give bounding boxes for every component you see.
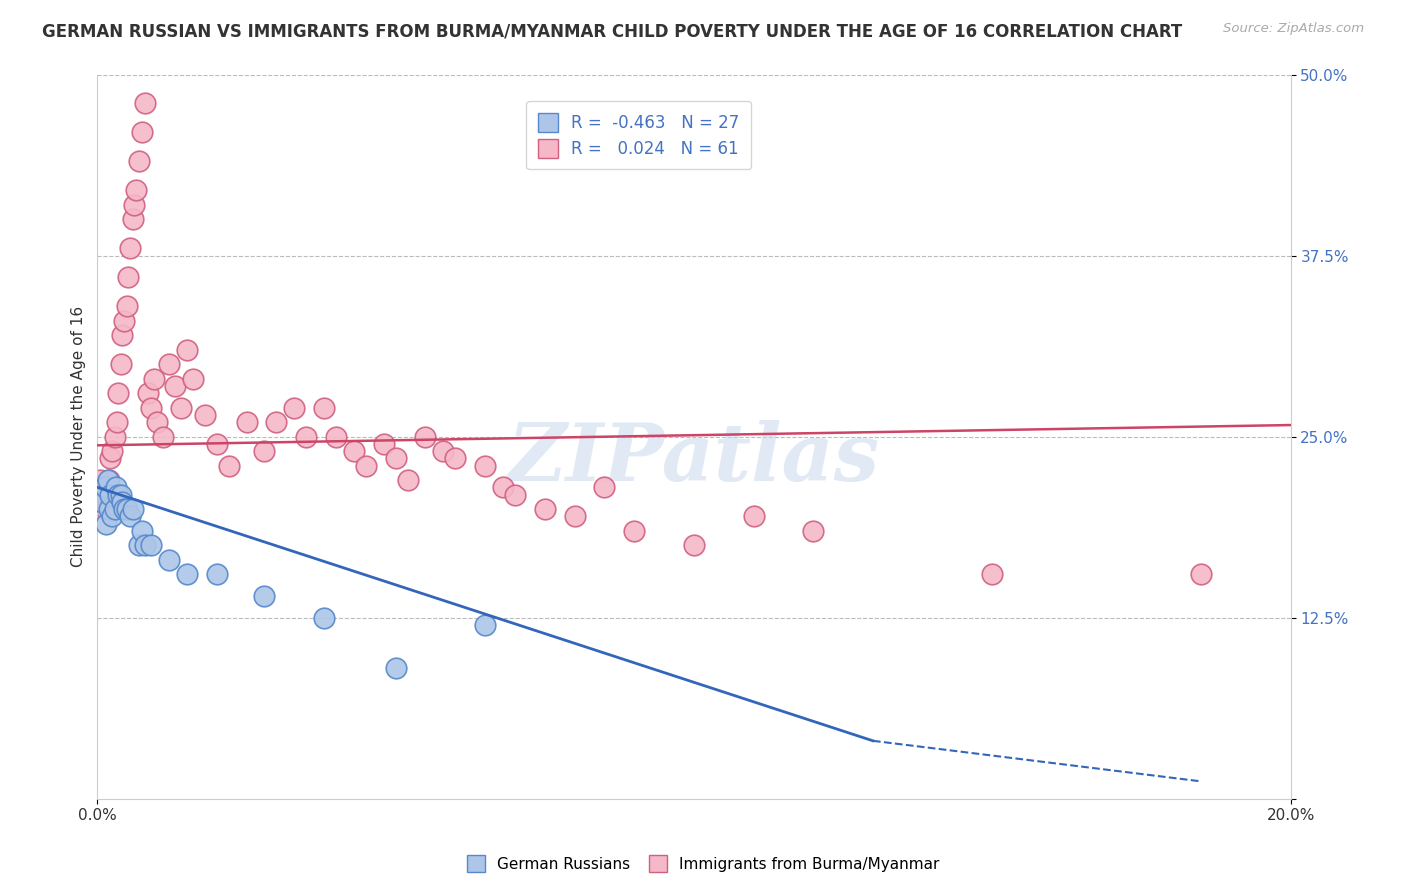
Point: [97, 473, 120, 487]
Point: [384, 661, 406, 675]
Point: [253, 444, 276, 458]
Point: [100, 451, 122, 466]
Text: Source: ZipAtlas.com: Source: ZipAtlas.com: [1223, 22, 1364, 36]
Point: [124, 198, 146, 212]
Y-axis label: Child Poverty Under the Age of 16: Child Poverty Under the Age of 16: [72, 306, 86, 567]
Legend: R =  -0.463   N = 27, R =   0.024   N = 61: R = -0.463 N = 27, R = 0.024 N = 61: [526, 101, 751, 169]
Point: [146, 415, 169, 429]
Point: [474, 618, 496, 632]
Point: [564, 509, 586, 524]
Point: [139, 538, 162, 552]
Point: [112, 314, 135, 328]
Point: [157, 553, 180, 567]
Point: [100, 487, 122, 501]
Point: [283, 401, 305, 415]
Point: [143, 372, 166, 386]
Point: [101, 444, 124, 458]
Point: [533, 502, 555, 516]
Text: ZIPatlas: ZIPatlas: [508, 419, 880, 497]
Point: [112, 502, 135, 516]
Point: [432, 444, 454, 458]
Point: [181, 372, 204, 386]
Point: [683, 538, 706, 552]
Point: [98, 502, 121, 516]
Point: [354, 458, 377, 473]
Point: [110, 357, 132, 371]
Point: [218, 458, 240, 473]
Point: [136, 386, 159, 401]
Point: [107, 487, 129, 501]
Point: [163, 379, 186, 393]
Point: [742, 509, 765, 524]
Point: [253, 589, 276, 603]
Point: [101, 509, 124, 524]
Point: [593, 480, 616, 494]
Point: [801, 524, 824, 538]
Point: [91, 487, 114, 501]
Point: [503, 487, 526, 501]
Point: [384, 451, 406, 466]
Point: [1189, 567, 1212, 582]
Point: [120, 241, 142, 255]
Point: [325, 430, 347, 444]
Point: [104, 430, 127, 444]
Point: [96, 516, 118, 531]
Point: [157, 357, 180, 371]
Point: [176, 343, 198, 357]
Point: [115, 502, 138, 516]
Point: [205, 437, 228, 451]
Point: [125, 183, 148, 197]
Point: [295, 430, 318, 444]
Text: GERMAN RUSSIAN VS IMMIGRANTS FROM BURMA/MYANMAR CHILD POVERTY UNDER THE AGE OF 1: GERMAN RUSSIAN VS IMMIGRANTS FROM BURMA/…: [42, 22, 1182, 40]
Point: [444, 451, 467, 466]
Point: [134, 538, 156, 552]
Point: [93, 480, 115, 494]
Point: [120, 509, 142, 524]
Point: [128, 538, 150, 552]
Point: [134, 96, 156, 111]
Point: [115, 299, 138, 313]
Point: [152, 430, 174, 444]
Point: [131, 524, 153, 538]
Point: [170, 401, 193, 415]
Point: [122, 502, 145, 516]
Point: [110, 487, 132, 501]
Point: [235, 415, 257, 429]
Point: [105, 415, 128, 429]
Point: [117, 270, 139, 285]
Point: [343, 444, 366, 458]
Point: [105, 480, 128, 494]
Point: [128, 154, 150, 169]
Point: [205, 567, 228, 582]
Point: [111, 495, 134, 509]
Point: [89, 473, 111, 487]
Point: [176, 567, 198, 582]
Point: [623, 524, 645, 538]
Point: [312, 401, 335, 415]
Point: [131, 125, 153, 139]
Point: [98, 473, 121, 487]
Point: [312, 610, 335, 624]
Point: [194, 408, 217, 422]
Point: [396, 473, 419, 487]
Point: [373, 437, 395, 451]
Point: [122, 212, 145, 227]
Point: [107, 386, 129, 401]
Point: [111, 328, 134, 343]
Point: [981, 567, 1004, 582]
Point: [266, 415, 288, 429]
Point: [474, 458, 496, 473]
Legend: German Russians, Immigrants from Burma/Myanmar: German Russians, Immigrants from Burma/M…: [458, 847, 948, 880]
Point: [104, 502, 127, 516]
Point: [91, 495, 114, 509]
Point: [415, 430, 437, 444]
Point: [96, 502, 118, 516]
Point: [492, 480, 515, 494]
Point: [139, 401, 162, 415]
